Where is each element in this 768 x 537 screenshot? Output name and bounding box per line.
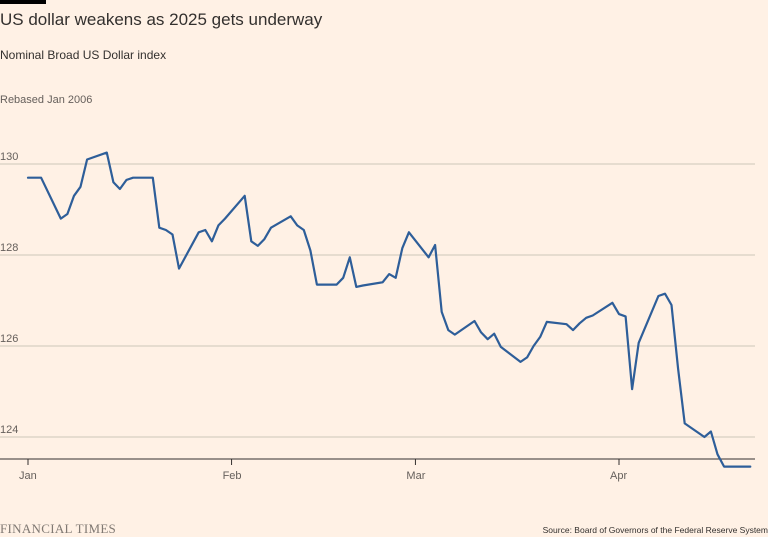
x-tick-label: Jan [19, 470, 37, 482]
grid-lines [0, 163, 755, 438]
ft-logo: FINANCIAL TIMES [0, 521, 117, 536]
x-tick-label: Mar [406, 470, 425, 482]
chart-subtitle: Nominal Broad US Dollar index [0, 48, 167, 62]
series-line [26, 151, 752, 468]
source-note: Source: Board of Governors of the Federa… [542, 525, 768, 535]
y-tick-label: 126 [0, 333, 18, 345]
series-layer [26, 151, 752, 468]
y-tick-label: 124 [0, 424, 18, 436]
chart-title: US dollar weakens as 2025 gets underway [0, 10, 323, 29]
brand-bar [0, 0, 46, 4]
y-tick-label: 128 [0, 242, 18, 254]
x-axis: Jan Feb Mar Apr [0, 458, 755, 482]
y-tick-labels: 124 126 128 130 [0, 151, 18, 436]
unit-note: Rebased Jan 2006 [0, 94, 93, 106]
x-tick-label: Feb [223, 470, 242, 482]
y-tick-label: 130 [0, 151, 18, 163]
x-tick-label: Apr [610, 470, 627, 482]
